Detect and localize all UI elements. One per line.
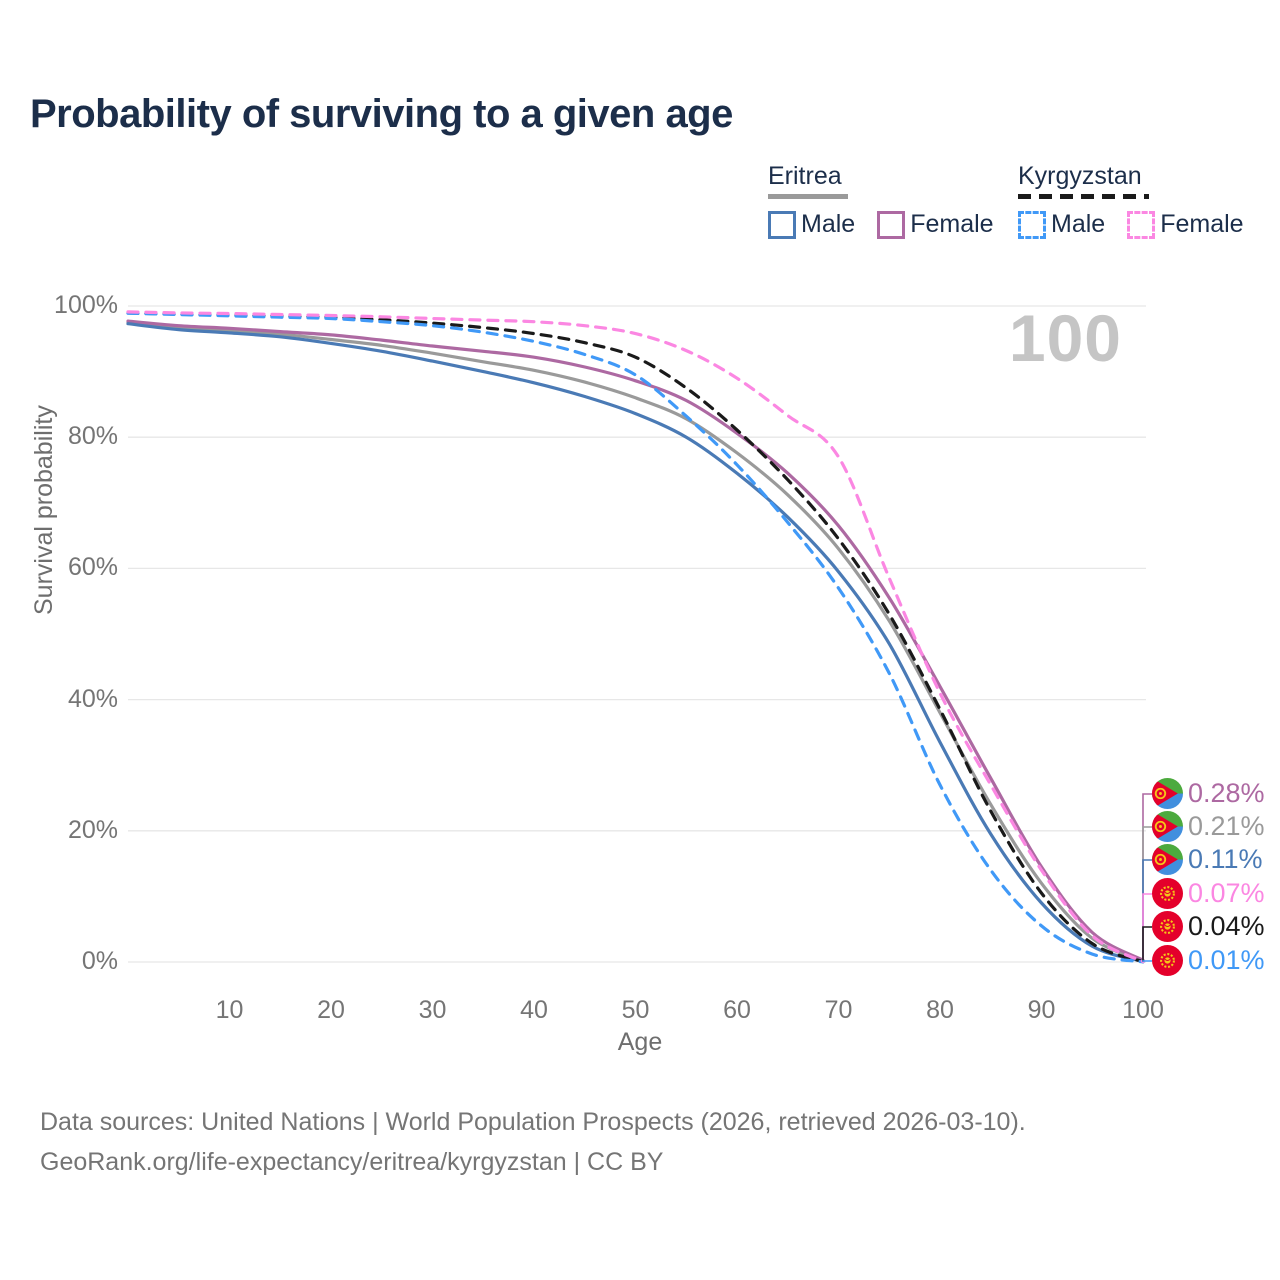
data-sources-note: Data sources: United Nations | World Pop… (40, 1108, 1026, 1136)
end-label-kyrgyzstan-female: 0.07% (1152, 878, 1265, 909)
y-tick-40: 40% (67, 684, 118, 713)
x-tick-70: 70 (824, 996, 853, 1024)
legend-group-eritrea: Eritrea Male Female (768, 162, 1016, 239)
eritrea-flag-icon (1152, 844, 1183, 875)
eritrea-flag-icon (1152, 778, 1183, 809)
legend-label: Female (1160, 210, 1244, 238)
end-label-connector-kyrgyzstan-male (1142, 960, 1152, 962)
end-label-value: 0.07% (1188, 878, 1265, 908)
y-tick-100: 100% (54, 291, 118, 319)
x-tick-40: 40 (520, 996, 548, 1024)
series-line-eritrea-female[interactable] (126, 319, 1145, 962)
series-line-kyrgyzstan-both[interactable] (126, 311, 1145, 964)
end-label-eritrea-both: 0.21% (1152, 811, 1265, 842)
end-label-value: 0.04% (1188, 911, 1265, 941)
end-label-connector-kyrgyzstan-both (1142, 926, 1152, 962)
x-tick-30: 30 (418, 996, 447, 1024)
legend-item-eritrea-female[interactable]: Female (877, 210, 994, 239)
x-tick-100: 100 (1122, 996, 1164, 1024)
series-line-kyrgyzstan-male[interactable] (126, 311, 1145, 964)
series-line-eritrea-male[interactable] (126, 322, 1145, 963)
legend-linestyle-eritrea (768, 194, 848, 199)
y-tick-20: 20% (67, 815, 118, 844)
x-tick-90: 90 (1027, 996, 1056, 1024)
legend-swatch-eritrea-female (877, 210, 906, 239)
x-tick-20: 20 (317, 996, 345, 1024)
end-label-value: 0.21% (1188, 811, 1265, 841)
kyrgyzstan-flag-icon (1152, 878, 1183, 909)
end-label-kyrgyzstan-both: 0.04% (1152, 911, 1265, 942)
end-label-connector-eritrea-male (1142, 859, 1152, 962)
y-tick-80: 80% (67, 422, 118, 451)
legend-label: Female (910, 210, 994, 238)
legend-swatch-kyrgyzstan-male (1018, 210, 1046, 239)
end-label-value: 0.28% (1188, 778, 1265, 808)
legend-item-eritrea-male[interactable]: Male (768, 210, 855, 239)
page-title: Probability of surviving to a given age (30, 92, 733, 136)
x-tick-80: 80 (926, 996, 954, 1024)
eritrea-flag-icon (1152, 811, 1183, 842)
end-label-value: 0.11% (1188, 844, 1263, 874)
legend-swatch-kyrgyzstan-female (1127, 210, 1156, 239)
end-label-connector-eritrea-female (1142, 793, 1152, 961)
end-label-eritrea-male: 0.11% (1152, 844, 1263, 875)
x-axis-title: Age (617, 1028, 663, 1056)
legend-country-eritrea[interactable]: Eritrea (768, 162, 842, 190)
series-line-eritrea-both[interactable] (126, 320, 1145, 963)
legend-group-kyrgyzstan: Kyrgyzstan Male Female (1018, 162, 1266, 239)
attribution-note: GeoRank.org/life-expectancy/eritrea/kyrg… (40, 1148, 664, 1176)
y-tick-60: 60% (67, 553, 118, 582)
kyrgyzstan-flag-icon (1152, 911, 1183, 942)
legend-label: Male (801, 210, 856, 238)
end-label-kyrgyzstan-male: 0.01% (1152, 945, 1265, 976)
legend-swatch-eritrea-male (768, 210, 796, 239)
hover-age-watermark: 100 (1008, 301, 1122, 375)
kyrgyzstan-flag-icon (1152, 945, 1183, 976)
x-tick-10: 10 (215, 996, 244, 1024)
legend-item-kyrgyzstan-female[interactable]: Female (1127, 210, 1244, 239)
legend-item-kyrgyzstan-male[interactable]: Male (1018, 210, 1105, 239)
legend-label: Male (1051, 210, 1106, 238)
y-tick-0: 0% (81, 947, 118, 975)
end-label-value: 0.01% (1188, 945, 1265, 975)
x-tick-50: 50 (621, 996, 650, 1024)
x-tick-60: 60 (723, 996, 751, 1024)
legend-linestyle-kyrgyzstan (1018, 194, 1149, 199)
legend-country-kyrgyzstan[interactable]: Kyrgyzstan (1018, 162, 1142, 190)
end-label-eritrea-female: 0.28% (1152, 778, 1265, 809)
series-line-kyrgyzstan-female[interactable] (126, 310, 1145, 964)
